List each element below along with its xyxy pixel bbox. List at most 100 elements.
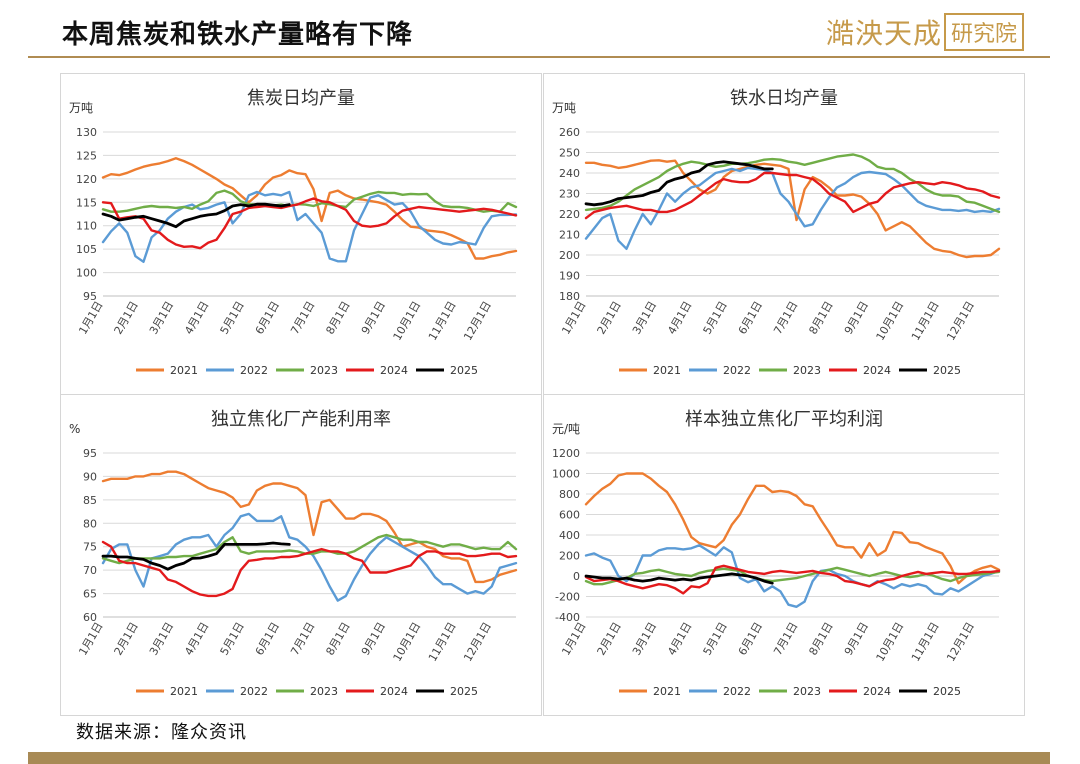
y-tick-label: 250 <box>559 147 580 160</box>
y-tick-label: 200 <box>559 550 580 563</box>
chart-title: 样本独立焦化厂平均利润 <box>685 409 883 430</box>
x-tick-label: 4月1日 <box>182 299 211 337</box>
y-tick-label: 220 <box>559 208 580 221</box>
y-tick-label: 85 <box>83 494 97 507</box>
x-tick-label: 2月1日 <box>595 299 624 337</box>
x-tick-label: 9月1日 <box>359 299 388 337</box>
y-tick-label: -400 <box>555 611 580 624</box>
legend-label: 2025 <box>450 685 478 698</box>
y-tick-label: 80 <box>83 517 97 530</box>
y-tick-label: 70 <box>83 564 97 577</box>
x-tick-label: 3月1日 <box>147 299 176 337</box>
y-tick-label: 60 <box>83 611 97 624</box>
y-tick-label: 65 <box>83 588 97 601</box>
series-line-2023 <box>584 566 1001 586</box>
series-line-2025 <box>101 202 291 229</box>
x-tick-label: 5月1日 <box>218 299 247 337</box>
y-tick-label: 190 <box>559 270 580 283</box>
chart-title: 焦炭日均产量 <box>247 88 355 109</box>
series-line-2025 <box>584 572 774 585</box>
series-line-2021 <box>584 159 1001 259</box>
x-tick-label: 1月1日 <box>559 620 588 658</box>
series-line-2021 <box>101 156 518 260</box>
x-tick-label: 3月1日 <box>147 620 176 658</box>
x-tick-label: 11月1日 <box>909 299 942 343</box>
x-tick-label: 2月1日 <box>595 620 624 658</box>
chart-title: 铁水日均产量 <box>730 88 838 109</box>
x-tick-label: 5月1日 <box>218 620 247 658</box>
x-tick-label: 7月1日 <box>771 620 800 658</box>
y-tick-label: 95 <box>83 290 97 303</box>
brand-box-label: 研究院 <box>944 13 1025 51</box>
legend-label: 2023 <box>793 364 821 377</box>
y-tick-label: 110 <box>76 220 97 233</box>
x-tick-label: 6月1日 <box>253 299 282 337</box>
x-tick-label: 12月1日 <box>944 620 977 664</box>
y-tick-label: 180 <box>559 290 580 303</box>
legend-label: 2022 <box>723 364 751 377</box>
legend-label: 2021 <box>170 364 198 377</box>
legend-label: 2025 <box>933 364 961 377</box>
series-line-2023 <box>584 153 1001 214</box>
x-tick-label: 4月1日 <box>182 620 211 658</box>
x-tick-label: 6月1日 <box>736 620 765 658</box>
brand-logo: 澔泱天成 研究院 <box>826 12 1025 52</box>
x-tick-label: 10月1日 <box>391 299 424 343</box>
x-tick-label: 10月1日 <box>391 620 424 664</box>
y-tick-label: 200 <box>559 249 580 262</box>
x-tick-label: 6月1日 <box>736 299 765 337</box>
x-tick-label: 1月1日 <box>76 620 105 658</box>
y-tick-label: 75 <box>83 541 97 554</box>
header-divider <box>28 56 1050 58</box>
legend-label: 2023 <box>310 364 338 377</box>
series-line-2025 <box>101 541 291 571</box>
x-tick-label: 4月1日 <box>665 299 694 337</box>
legend-label: 2021 <box>170 685 198 698</box>
x-tick-label: 2月1日 <box>112 620 141 658</box>
x-tick-label: 7月1日 <box>288 299 317 337</box>
source-note: 数据来源：隆众资讯 <box>76 722 247 743</box>
page-title: 本周焦炭和铁水产量略有下降 <box>62 20 414 50</box>
x-tick-label: 8月1日 <box>806 620 835 658</box>
x-tick-label: 9月1日 <box>842 620 871 658</box>
chart-coking-capacity-utilization: 独立焦化厂产能利用率% 60 65 70 75 80 85 90 95 1月1日 2月1日 3月1日 4… <box>69 409 518 698</box>
legend-label: 2023 <box>310 685 338 698</box>
legend-label: 2024 <box>380 685 408 698</box>
y-tick-label: 125 <box>76 149 97 162</box>
x-tick-label: 4月1日 <box>665 620 694 658</box>
x-tick-label: 8月1日 <box>806 299 835 337</box>
x-tick-label: 8月1日 <box>323 620 352 658</box>
y-axis-unit: 元/吨 <box>552 422 580 436</box>
x-tick-label: 12月1日 <box>461 299 494 343</box>
legend-label: 2021 <box>653 364 681 377</box>
x-tick-label: 1月1日 <box>559 299 588 337</box>
y-tick-label: 120 <box>76 173 97 186</box>
legend-label: 2022 <box>723 685 751 698</box>
x-tick-label: 7月1日 <box>771 299 800 337</box>
legend-label: 2021 <box>653 685 681 698</box>
x-tick-label: 12月1日 <box>461 620 494 664</box>
series-line-2021 <box>584 472 1001 585</box>
y-tick-label: 600 <box>559 509 580 522</box>
x-tick-label: 9月1日 <box>842 299 871 337</box>
y-axis-unit: % <box>69 422 80 436</box>
legend-label: 2022 <box>240 364 268 377</box>
x-tick-label: 10月1日 <box>874 299 907 343</box>
series-line-2025 <box>584 160 774 207</box>
x-tick-label: 7月1日 <box>288 620 317 658</box>
y-axis-unit: 万吨 <box>69 101 93 115</box>
y-tick-label: 400 <box>559 529 580 542</box>
x-tick-label: 11月1日 <box>426 299 459 343</box>
legend-label: 2024 <box>380 364 408 377</box>
y-tick-label: 105 <box>76 243 97 256</box>
x-tick-label: 5月1日 <box>701 620 730 658</box>
chart-panel-coke-output: 焦炭日均产量 万吨 95 100 105 110 115 120 125 130 1月1日 2月1日 3… <box>60 73 542 395</box>
legend-label: 2024 <box>863 685 891 698</box>
x-tick-label: 11月1日 <box>426 620 459 664</box>
series-line-2023 <box>101 189 518 213</box>
chart-panel-hot-metal-output: 铁水日均产量 万吨 180 190 200 210 220 230 240 250 260 1月1日 2… <box>543 73 1025 395</box>
y-tick-label: 0 <box>573 570 580 583</box>
